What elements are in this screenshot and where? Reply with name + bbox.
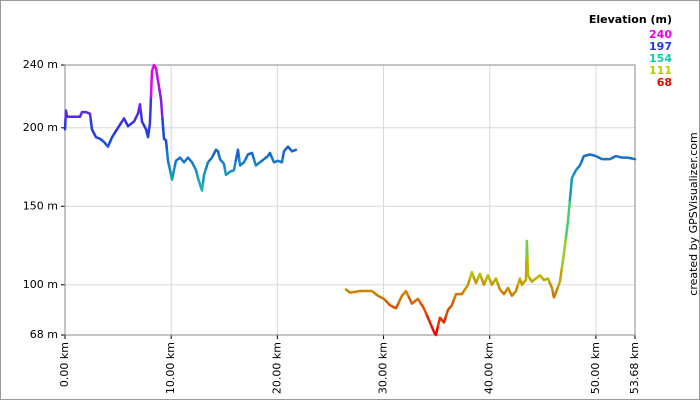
elevation-line	[568, 172, 576, 202]
elevation-line	[544, 277, 552, 285]
elevation-line	[548, 281, 555, 294]
elevation-line	[476, 272, 484, 281]
elevation-line	[267, 151, 274, 159]
elevation-line	[457, 288, 467, 296]
elevation-line	[413, 297, 423, 305]
elevation-line	[108, 131, 117, 144]
elevation-line	[165, 149, 171, 167]
y-tick-label: 68 m	[30, 328, 58, 341]
elevation-line	[119, 117, 128, 125]
elevation-line	[129, 116, 138, 126]
x-tick-label: 0.00 km	[58, 342, 71, 387]
x-tick-label: 10.00 km	[164, 342, 177, 394]
elevation-line	[199, 181, 205, 192]
elevation-line	[113, 121, 123, 134]
elevation-line	[230, 158, 238, 173]
elevation-line	[153, 65, 159, 76]
elevation-line	[522, 259, 528, 284]
elevation-line	[472, 276, 480, 285]
elevation-line	[448, 298, 456, 309]
elevation-line	[234, 148, 241, 162]
elevation-line	[278, 155, 285, 164]
elevation-line	[391, 300, 401, 310]
elevation-line	[407, 296, 417, 305]
x-tick-label: 50.00 km	[589, 342, 602, 394]
legend-value: 68	[657, 76, 672, 89]
legend-title: Elevation (m)	[589, 13, 672, 26]
elevation-line	[419, 302, 429, 317]
legend-value: 197	[649, 40, 672, 53]
elevation-line	[597, 156, 608, 161]
elevation-line	[142, 124, 149, 135]
elevation-line	[167, 164, 173, 177]
elevation-line	[155, 73, 161, 92]
y-tick-label: 100 m	[23, 278, 58, 291]
plot-frame	[64, 64, 636, 336]
elevation-line	[492, 277, 500, 286]
x-tick-label: 53.68 km	[628, 342, 641, 394]
y-tick-label: 150 m	[23, 199, 58, 212]
elevation-line	[346, 289, 357, 294]
elevation-line	[139, 111, 146, 127]
elevation-line	[145, 128, 151, 139]
elevation-line	[425, 314, 434, 329]
elevation-line	[364, 289, 377, 295]
x-tick-label: 30.00 km	[377, 342, 390, 394]
elevation-line	[440, 314, 448, 324]
elevation-line	[89, 120, 96, 135]
elevation-line	[553, 285, 560, 297]
elevation-line	[468, 270, 476, 280]
legend-value: 111	[649, 64, 672, 77]
elevation-line	[124, 121, 133, 128]
elevation-line	[192, 165, 199, 176]
elevation-line	[560, 236, 568, 269]
elevation-line	[240, 157, 248, 166]
legend-value: 154	[649, 52, 672, 65]
elevation-line	[215, 149, 221, 157]
elevation-line	[208, 152, 216, 162]
elevation-line	[433, 325, 440, 337]
elevation-line	[169, 173, 175, 181]
elevation-line	[220, 160, 227, 171]
elevation-line	[65, 112, 73, 119]
elevation-line	[484, 274, 492, 282]
elevation-line	[201, 167, 208, 184]
elevation-line	[379, 296, 389, 304]
elevation-line	[163, 138, 169, 152]
elevation-line	[353, 289, 368, 294]
elevation-line	[292, 148, 298, 152]
elevation-line	[480, 278, 488, 287]
elevation-line	[188, 158, 196, 168]
elevation-line	[137, 102, 143, 115]
elevation-line	[463, 277, 472, 291]
elevation-line	[576, 159, 584, 170]
elevation-line	[512, 283, 520, 295]
elevation-line	[104, 140, 112, 148]
y-tick-label: 240 m	[23, 58, 58, 71]
elevation-line	[525, 239, 529, 262]
elevation-line	[147, 95, 153, 132]
credit: created by GPSVisualizer.com	[687, 132, 700, 295]
elevation-line	[171, 164, 177, 177]
elevation-line	[564, 198, 572, 239]
elevation-line	[556, 266, 564, 289]
x-tick-label: 20.00 km	[270, 342, 283, 394]
elevation-line	[504, 286, 512, 294]
elevation-line	[86, 111, 93, 123]
elevation-line	[134, 107, 141, 119]
x-tick-label: 40.00 km	[483, 342, 496, 394]
elevation-line	[402, 289, 411, 299]
elevation-line	[248, 151, 256, 161]
legend-value: 240	[649, 28, 672, 41]
elevation-line	[158, 88, 164, 121]
elevation-line	[630, 157, 637, 161]
y-tick-label: 200 m	[23, 121, 58, 134]
